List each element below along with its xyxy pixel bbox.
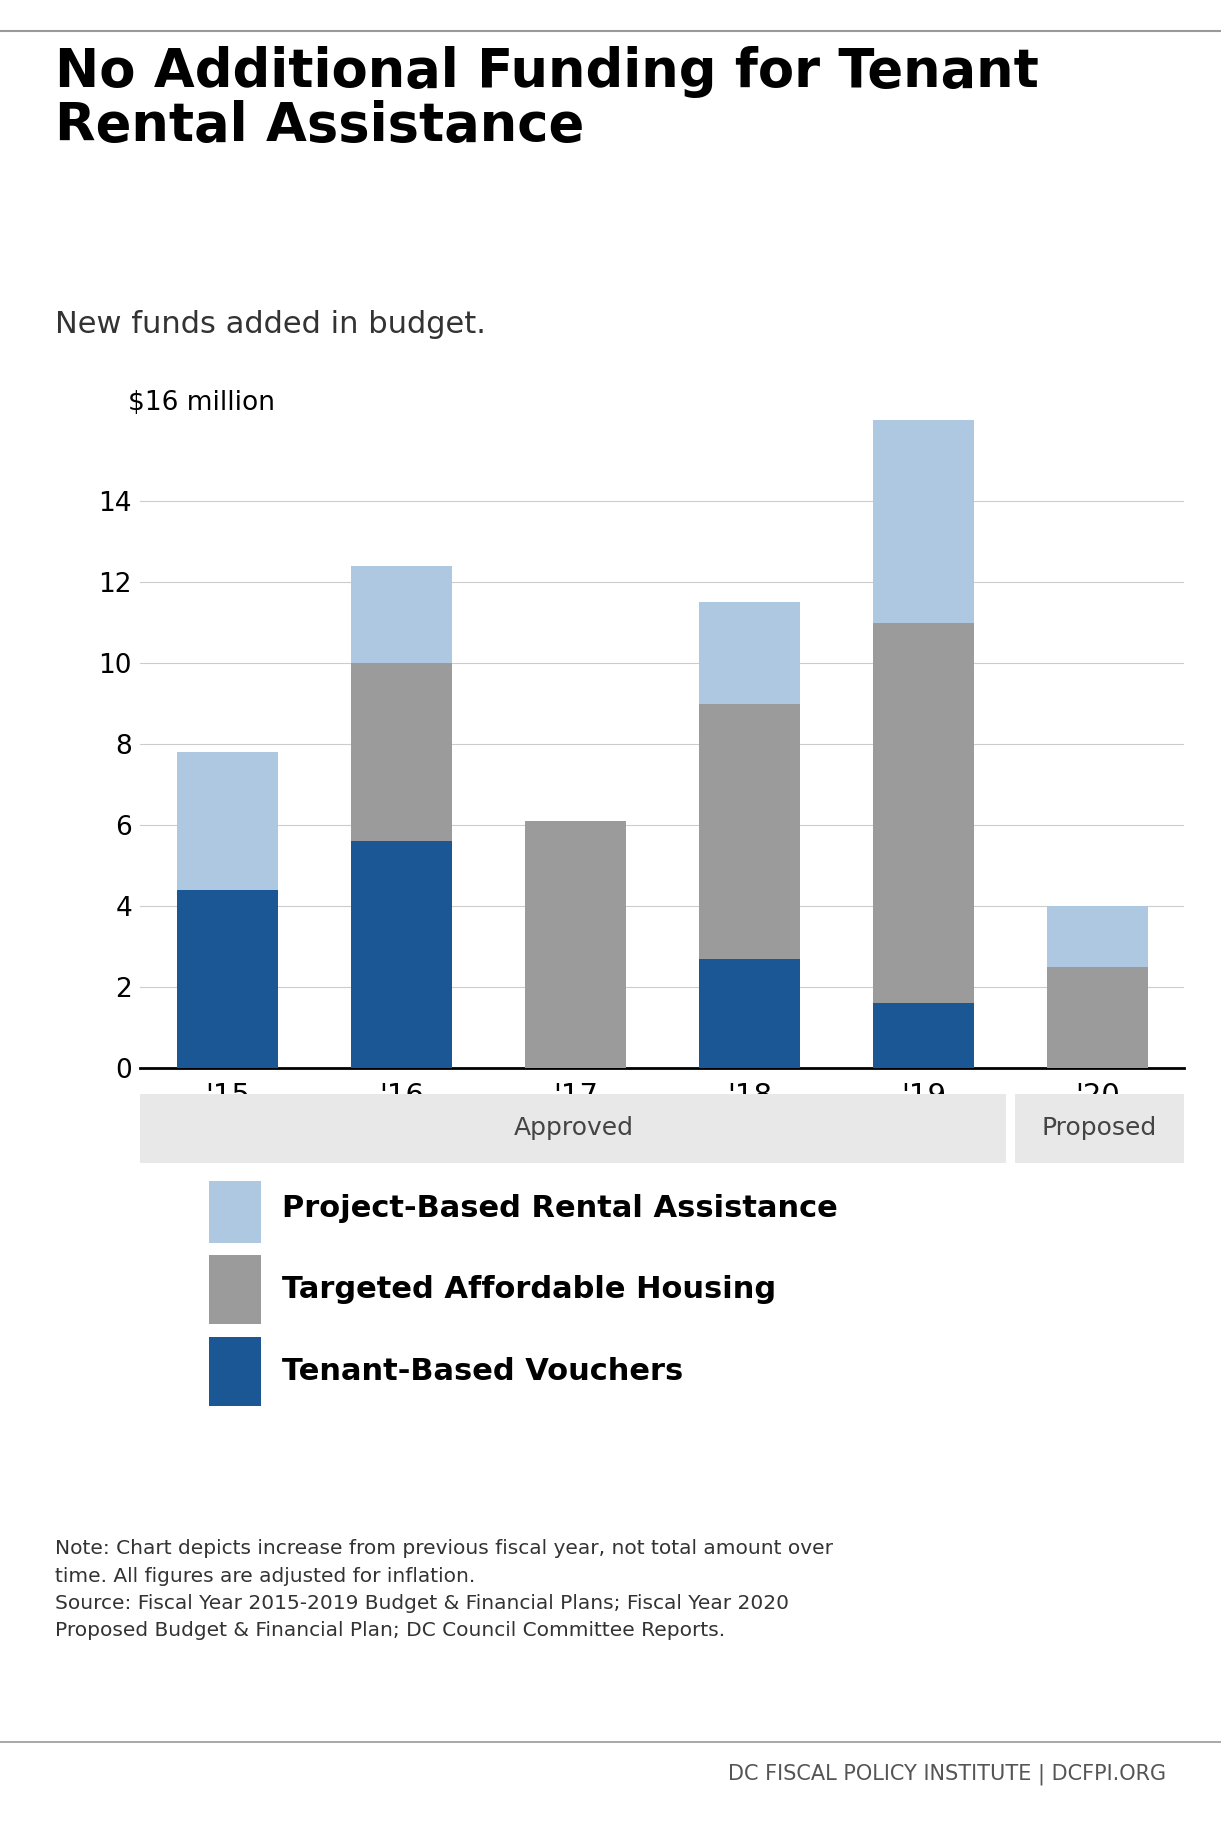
Text: Proposed: Proposed [1042,1116,1158,1141]
Text: New funds added in budget.: New funds added in budget. [55,310,486,338]
Bar [140,1094,1006,1163]
Bar [350,663,452,842]
Bar [873,623,974,1004]
Bar [525,822,626,1068]
Bar [698,603,800,703]
Bar [1046,968,1148,1068]
Bar [209,1337,261,1406]
Bar [873,1004,974,1068]
Text: DC FISCAL POLICY INSTITUTE | DCFPI.ORG: DC FISCAL POLICY INSTITUTE | DCFPI.ORG [728,1764,1166,1784]
Bar [209,1174,261,1244]
Text: Tenant-Based Vouchers: Tenant-Based Vouchers [282,1357,684,1386]
Text: Project-Based Rental Assistance: Project-Based Rental Assistance [282,1194,838,1223]
Bar [350,842,452,1068]
Bar [177,752,278,889]
Bar [350,566,452,663]
Text: $16 million: $16 million [128,391,275,416]
Text: Targeted Affordable Housing: Targeted Affordable Housing [282,1275,777,1304]
Bar [1015,1094,1184,1163]
Text: Approved: Approved [513,1116,634,1141]
Bar [209,1256,261,1324]
Bar [698,959,800,1068]
Text: No Additional Funding for Tenant
Rental Assistance: No Additional Funding for Tenant Rental … [55,46,1039,152]
Text: Note: Chart depicts increase from previous fiscal year, not total amount over
ti: Note: Chart depicts increase from previo… [55,1539,833,1640]
Bar [698,703,800,959]
Bar [177,889,278,1068]
Bar [1046,906,1148,968]
Bar [873,420,974,623]
